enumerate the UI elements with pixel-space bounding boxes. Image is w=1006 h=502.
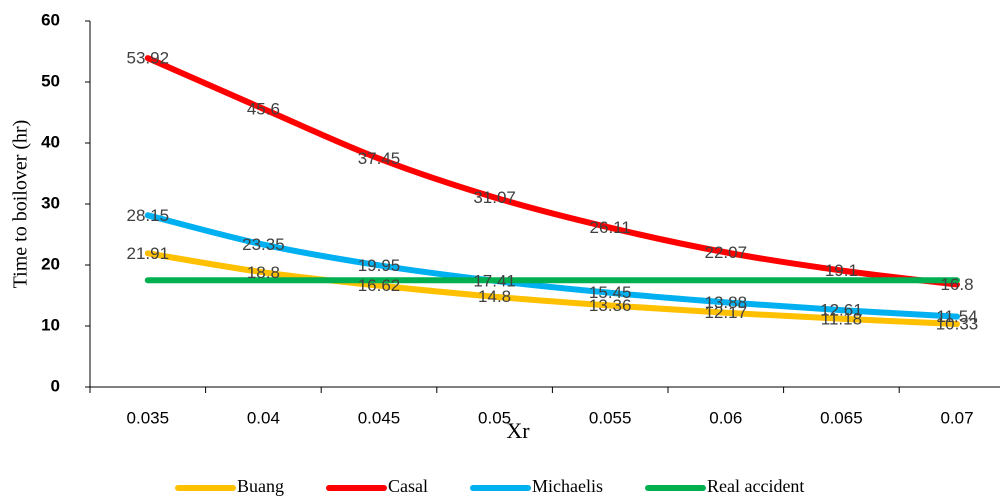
- data-label: 18.8: [247, 263, 280, 282]
- data-label: 23.35: [242, 235, 285, 254]
- data-label: 31.07: [473, 188, 516, 207]
- data-label: 16.8: [940, 275, 973, 294]
- data-label: 12.61: [820, 301, 863, 320]
- data-label: 19.1: [825, 261, 858, 280]
- y-tick-label: 50: [41, 71, 60, 90]
- data-label: 53.92: [127, 49, 170, 68]
- x-tick-label: 0.04: [247, 408, 280, 427]
- data-label: 11.54: [936, 307, 977, 326]
- x-tick-label: 0.06: [709, 408, 742, 427]
- x-tick-label: 0.035: [127, 408, 170, 427]
- data-label: 22.07: [705, 243, 748, 262]
- data-label: 19.95: [358, 256, 401, 275]
- data-label: 26.11: [590, 218, 631, 237]
- legend-label: Michaelis: [532, 476, 603, 496]
- x-tick-label: 0.05: [478, 408, 511, 427]
- y-tick-label: 30: [41, 193, 60, 212]
- data-label: 13.36: [589, 296, 632, 315]
- data-label: 17.41: [473, 271, 516, 290]
- data-label: 21.91: [127, 244, 170, 263]
- data-label: 28.15: [127, 206, 170, 225]
- data-label: 13.88: [705, 293, 748, 312]
- x-tick-label: 0.045: [358, 408, 401, 427]
- data-label: 14.8: [478, 287, 511, 306]
- data-label: 16.62: [358, 276, 401, 295]
- data-label: 12.17: [705, 303, 748, 322]
- y-axis-label: Time to boilover (hr): [10, 120, 32, 289]
- y-tick-label: 20: [41, 254, 60, 273]
- x-tick-label: 0.055: [589, 408, 632, 427]
- data-label: 15.45: [589, 283, 632, 302]
- legend-label: Real accident: [707, 476, 804, 496]
- y-tick-label: 40: [41, 132, 60, 151]
- x-axis-label: Xr: [506, 418, 530, 443]
- y-tick-label: 10: [41, 315, 60, 334]
- data-label: 45.6: [247, 99, 280, 118]
- x-tick-label: 0.07: [940, 408, 973, 427]
- x-tick-label: 0.065: [820, 408, 863, 427]
- series-line: [144, 250, 960, 327]
- series-line: [144, 55, 960, 288]
- y-tick-label: 60: [41, 10, 60, 29]
- data-label: 11.18: [821, 309, 862, 328]
- series-line: [144, 212, 960, 320]
- y-tick-label: 0: [51, 376, 60, 395]
- data-label: 10.33: [936, 314, 979, 333]
- data-label: 37.45: [358, 149, 401, 168]
- legend-label: Casal: [388, 476, 428, 496]
- legend-label: Buang: [237, 476, 284, 496]
